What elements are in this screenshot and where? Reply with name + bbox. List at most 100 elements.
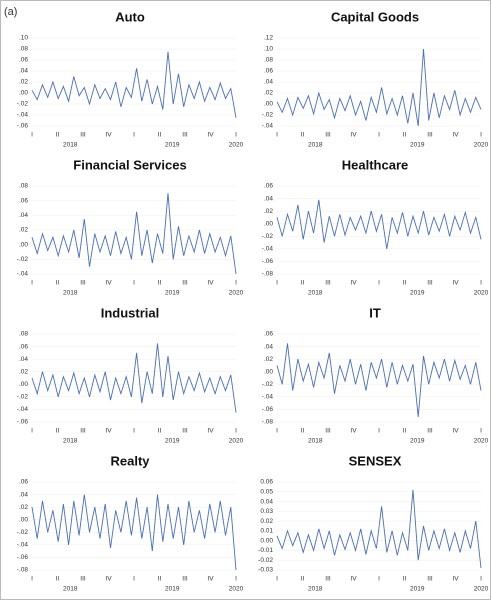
y-tick-label: .00 xyxy=(19,516,28,523)
x-tick-label: III xyxy=(182,132,188,139)
x-tick-label: IV xyxy=(452,576,459,583)
x-tick-label: II xyxy=(403,132,407,139)
y-tick-label: -0.02 xyxy=(258,557,273,564)
y-tick-label: 0.00 xyxy=(260,537,273,544)
year-label: 2020 xyxy=(229,438,244,445)
y-tick-label: .02 xyxy=(19,368,28,375)
chart-title: IT xyxy=(369,305,381,320)
y-tick-label: -.02 xyxy=(262,233,274,240)
x-tick-label: I xyxy=(378,576,380,583)
series-line xyxy=(31,193,237,275)
panel-label: (a) xyxy=(4,6,17,18)
year-label: 2019 xyxy=(410,586,425,593)
y-tick-label: -.04 xyxy=(17,112,29,119)
x-tick-label: I xyxy=(378,132,380,139)
x-tick-label: IV xyxy=(350,576,357,583)
x-tick-label: I xyxy=(480,280,482,287)
x-tick-label: II xyxy=(301,576,305,583)
x-tick-label: I xyxy=(133,132,135,139)
year-label: 2019 xyxy=(165,586,180,593)
chart-title: Auto xyxy=(115,9,145,24)
x-tick-label: III xyxy=(325,280,331,287)
y-tick-label: .00 xyxy=(19,381,28,388)
y-tick-label: .02 xyxy=(264,90,273,97)
x-tick-label: I xyxy=(276,280,278,287)
series-line xyxy=(276,199,482,249)
x-tick-label: III xyxy=(427,428,433,435)
year-label: 2018 xyxy=(63,142,78,149)
chart-title: Capital Goods xyxy=(331,9,419,24)
x-tick-label: III xyxy=(182,428,188,435)
y-tick-label: -.04 xyxy=(262,123,274,130)
x-tick-label: I xyxy=(276,132,278,139)
x-tick-label: II xyxy=(301,132,305,139)
x-tick-label: I xyxy=(276,428,278,435)
x-tick-label: I xyxy=(276,576,278,583)
y-tick-label: .02 xyxy=(19,227,28,234)
y-tick-label: -.04 xyxy=(262,394,274,401)
y-tick-label: -.06 xyxy=(262,406,274,413)
x-tick-label: IV xyxy=(207,576,214,583)
y-tick-label: -0.01 xyxy=(258,547,273,554)
y-tick-label: .12 xyxy=(264,35,273,42)
x-tick-label: III xyxy=(325,132,331,139)
x-tick-label: III xyxy=(80,576,86,583)
y-tick-label: -.08 xyxy=(262,419,274,426)
y-tick-label: -.02 xyxy=(262,112,274,119)
x-tick-label: I xyxy=(31,132,33,139)
y-tick-label: .04 xyxy=(19,356,28,363)
y-tick-label: .06 xyxy=(19,197,28,204)
x-tick-label: I xyxy=(480,576,482,583)
chart-title: Industrial xyxy=(101,305,160,320)
x-tick-label: I xyxy=(235,576,237,583)
x-tick-label: IV xyxy=(207,428,214,435)
x-tick-label: II xyxy=(403,280,407,287)
chart-title: Realty xyxy=(110,453,150,468)
year-label: 2020 xyxy=(474,438,489,445)
x-tick-label: I xyxy=(133,428,135,435)
x-tick-label: IV xyxy=(207,280,214,287)
x-tick-label: IV xyxy=(350,428,357,435)
x-tick-label: IV xyxy=(452,428,459,435)
y-tick-label: .08 xyxy=(264,57,273,64)
y-tick-label: .04 xyxy=(19,212,28,219)
y-tick-label: .04 xyxy=(264,343,273,350)
year-label: 2019 xyxy=(165,290,180,297)
y-tick-label: .04 xyxy=(19,491,28,498)
year-label: 2018 xyxy=(63,586,78,593)
y-tick-label: .00 xyxy=(264,368,273,375)
x-tick-label: I xyxy=(235,428,237,435)
y-tick-label: 0.03 xyxy=(260,508,273,515)
y-tick-label: -.04 xyxy=(262,246,274,253)
x-tick-label: IV xyxy=(105,428,112,435)
year-label: 2018 xyxy=(308,438,323,445)
x-tick-label: IV xyxy=(105,576,112,583)
year-label: 2019 xyxy=(165,438,180,445)
y-tick-label: -.06 xyxy=(17,419,29,426)
x-tick-label: IV xyxy=(452,280,459,287)
y-tick-label: -.04 xyxy=(17,406,29,413)
y-tick-label: -.06 xyxy=(17,123,29,130)
y-tick-label: .00 xyxy=(19,241,28,248)
y-tick-label: .06 xyxy=(264,68,273,75)
y-tick-label: -.06 xyxy=(17,554,29,561)
y-tick-label: 0.02 xyxy=(260,518,273,525)
series-line xyxy=(276,489,482,569)
x-tick-label: I xyxy=(133,280,135,287)
x-tick-label: I xyxy=(480,132,482,139)
y-tick-label: .04 xyxy=(19,68,28,75)
x-tick-label: I xyxy=(235,132,237,139)
x-tick-label: II xyxy=(56,576,60,583)
year-label: 2018 xyxy=(63,290,78,297)
year-label: 2020 xyxy=(474,586,489,593)
y-tick-label: .02 xyxy=(264,356,273,363)
y-tick-label: .06 xyxy=(19,57,28,64)
x-tick-label: I xyxy=(31,576,33,583)
y-tick-label: -.02 xyxy=(17,256,29,263)
x-tick-label: III xyxy=(427,280,433,287)
x-tick-label: III xyxy=(325,428,331,435)
x-tick-label: II xyxy=(158,132,162,139)
y-tick-label: -.02 xyxy=(262,381,274,388)
year-label: 2018 xyxy=(308,142,323,149)
